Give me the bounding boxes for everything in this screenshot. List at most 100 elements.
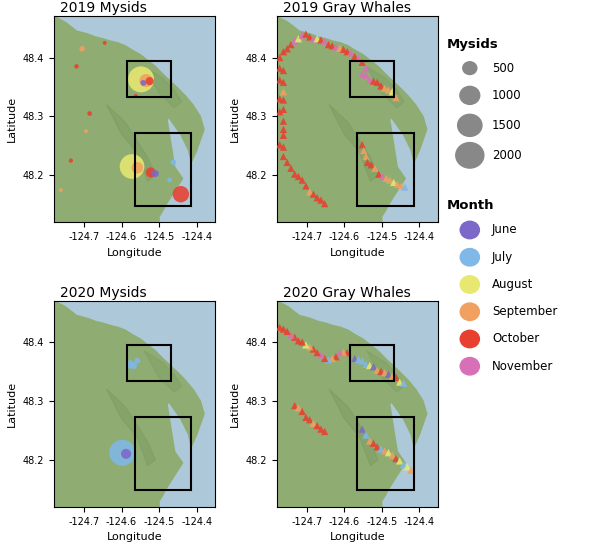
Point <box>278 125 288 134</box>
Point <box>368 77 378 86</box>
Text: 1000: 1000 <box>492 89 521 102</box>
X-axis label: Longitude: Longitude <box>107 248 163 258</box>
Point <box>275 141 284 149</box>
Polygon shape <box>144 351 182 392</box>
Text: July: July <box>492 251 513 264</box>
Point <box>374 170 383 179</box>
Bar <box>358 133 413 206</box>
Point <box>380 446 389 455</box>
Point <box>391 373 401 382</box>
Bar <box>350 60 394 97</box>
Point <box>388 372 397 380</box>
Point <box>305 415 314 424</box>
Point <box>358 58 367 66</box>
Point <box>275 64 284 72</box>
Text: Mysids: Mysids <box>447 38 499 51</box>
Point <box>278 105 288 114</box>
Point <box>165 175 175 184</box>
Point <box>331 43 341 51</box>
Point <box>85 109 94 118</box>
Polygon shape <box>169 119 191 180</box>
Text: November: November <box>492 360 553 373</box>
Point <box>358 70 367 78</box>
Point <box>301 181 311 190</box>
Point <box>382 174 391 183</box>
Point <box>66 156 76 165</box>
Point <box>365 361 374 370</box>
Text: June: June <box>492 223 518 237</box>
Point <box>275 76 284 84</box>
Point <box>283 44 292 53</box>
Point <box>278 78 288 87</box>
Text: Month: Month <box>447 199 494 212</box>
Text: October: October <box>492 332 539 346</box>
Point <box>373 443 382 451</box>
Y-axis label: Latitude: Latitude <box>7 381 17 427</box>
Point <box>365 76 374 84</box>
Point <box>77 44 87 53</box>
Point <box>56 186 65 195</box>
Point <box>388 87 397 96</box>
Point <box>293 34 303 43</box>
Polygon shape <box>391 119 413 180</box>
Point <box>328 354 337 363</box>
Polygon shape <box>169 404 191 464</box>
Point <box>373 78 382 87</box>
Point <box>338 45 348 54</box>
Point <box>290 333 299 342</box>
Y-axis label: Latitude: Latitude <box>7 96 17 142</box>
Point <box>365 437 374 445</box>
Point <box>388 451 397 459</box>
Point <box>305 33 314 41</box>
Point <box>293 172 303 181</box>
Point <box>358 141 367 149</box>
Point <box>278 143 288 152</box>
Point <box>308 34 318 43</box>
Point <box>139 78 148 87</box>
Point <box>293 336 303 345</box>
Text: 2019 Gray Whales: 2019 Gray Whales <box>283 1 411 15</box>
Point <box>403 463 412 471</box>
Polygon shape <box>329 105 378 181</box>
Bar <box>134 417 191 490</box>
Point <box>298 175 307 184</box>
Text: August: August <box>492 278 533 291</box>
Point <box>151 169 160 178</box>
Point <box>380 368 389 377</box>
Point <box>298 407 307 416</box>
Point <box>275 107 284 116</box>
Point <box>383 370 393 379</box>
Point <box>316 350 326 359</box>
Point <box>368 362 378 371</box>
Point <box>343 348 352 357</box>
Polygon shape <box>107 389 155 465</box>
Polygon shape <box>277 16 427 222</box>
Point <box>129 361 139 370</box>
Point <box>286 164 296 173</box>
Text: September: September <box>492 305 557 318</box>
Point <box>278 47 288 56</box>
Point <box>290 170 299 179</box>
Point <box>305 342 314 351</box>
Point <box>361 71 371 80</box>
Point <box>373 366 382 374</box>
Point <box>367 160 376 169</box>
Point <box>392 180 402 189</box>
Point <box>275 323 284 331</box>
Point <box>275 53 284 62</box>
Point <box>346 49 356 57</box>
Point <box>353 355 363 364</box>
Polygon shape <box>367 351 404 392</box>
Point <box>350 52 359 60</box>
Polygon shape <box>367 66 404 107</box>
Point <box>391 454 401 463</box>
Text: 1500: 1500 <box>492 119 521 132</box>
Point <box>145 77 154 86</box>
X-axis label: Longitude: Longitude <box>329 248 385 258</box>
Point <box>370 164 380 173</box>
Point <box>361 152 371 161</box>
Point <box>169 158 178 167</box>
Point <box>131 92 140 100</box>
Polygon shape <box>144 66 182 107</box>
Point <box>316 425 326 433</box>
